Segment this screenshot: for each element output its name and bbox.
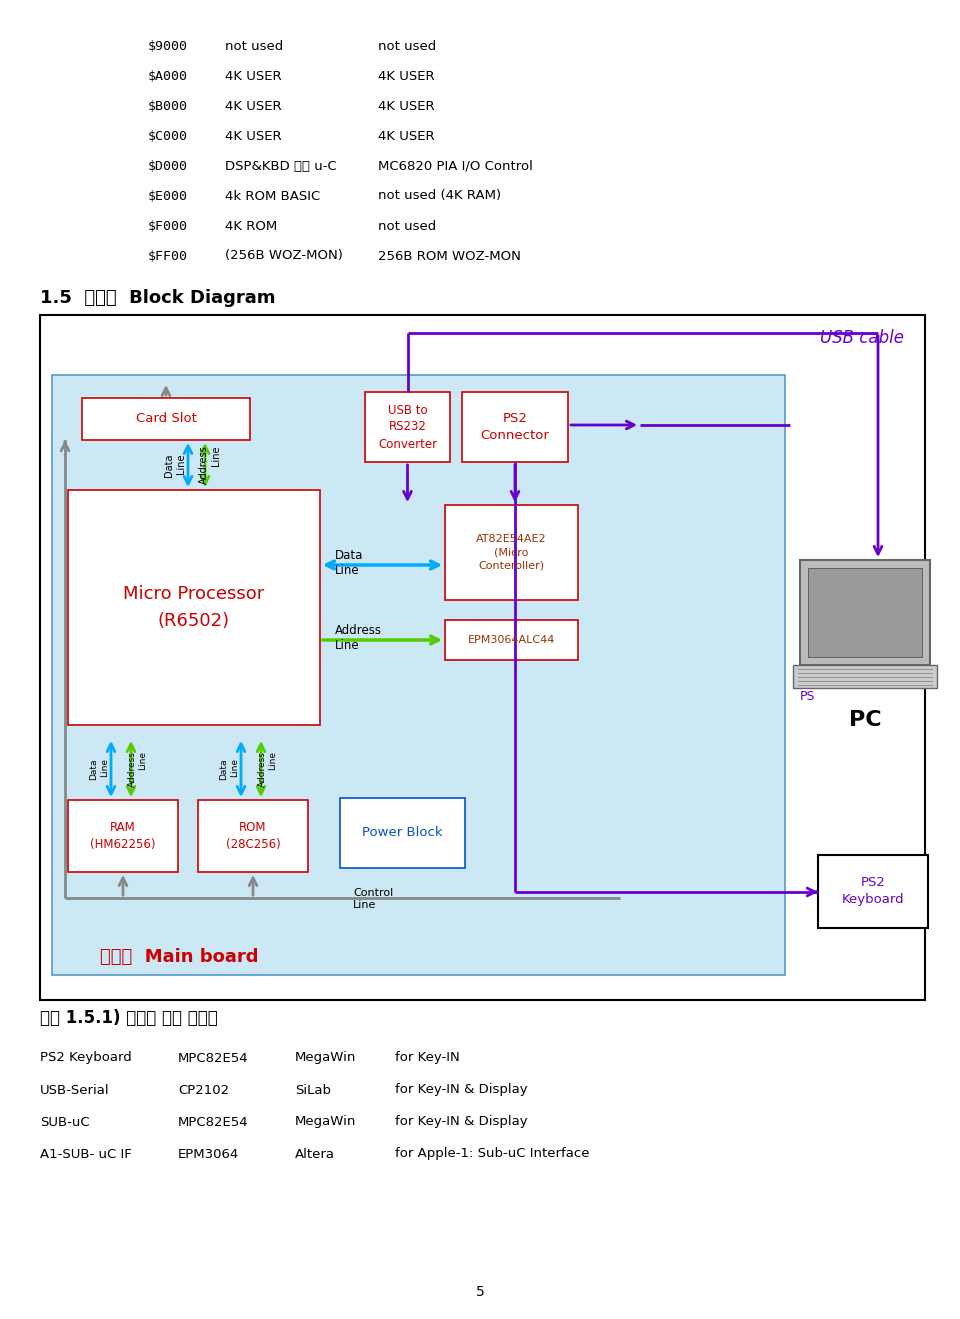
Text: USB-Serial: USB-Serial — [40, 1083, 109, 1096]
Text: not used: not used — [378, 40, 436, 53]
Text: 4K ROM: 4K ROM — [225, 219, 277, 232]
Text: Address
Line: Address Line — [200, 446, 221, 484]
FancyBboxPatch shape — [82, 398, 250, 441]
FancyBboxPatch shape — [793, 665, 937, 689]
Text: Address
Line: Address Line — [128, 751, 147, 787]
Text: A1-SUB- uC IF: A1-SUB- uC IF — [40, 1148, 132, 1161]
Text: Data
Line: Data Line — [335, 549, 364, 576]
FancyBboxPatch shape — [808, 568, 922, 657]
Text: Data
Line: Data Line — [164, 454, 186, 476]
Text: PS2
Keyboard: PS2 Keyboard — [842, 877, 904, 906]
Text: for Apple-1: Sub-uC Interface: for Apple-1: Sub-uC Interface — [395, 1148, 589, 1161]
Text: 4K USER: 4K USER — [378, 70, 435, 83]
Text: MC6820 PIA I/O Control: MC6820 PIA I/O Control — [378, 160, 533, 173]
FancyBboxPatch shape — [800, 561, 930, 665]
FancyBboxPatch shape — [340, 798, 465, 868]
Text: 4K USER: 4K USER — [378, 129, 435, 142]
Text: MegaWin: MegaWin — [295, 1051, 356, 1064]
Text: 그림 1.5.1) 애플원 보드 블록도: 그림 1.5.1) 애플원 보드 블록도 — [40, 1009, 218, 1028]
Text: 4k ROM BASIC: 4k ROM BASIC — [225, 190, 321, 203]
Text: not used (4K RAM): not used (4K RAM) — [378, 190, 501, 203]
Text: $C000: $C000 — [148, 129, 188, 142]
Text: Power Block: Power Block — [362, 827, 443, 839]
Text: not used: not used — [225, 40, 283, 53]
Text: $A000: $A000 — [148, 70, 188, 83]
Text: $9000: $9000 — [148, 40, 188, 53]
Text: MegaWin: MegaWin — [295, 1116, 356, 1129]
Text: Address
Line: Address Line — [335, 624, 382, 652]
Text: Micro Processor
(R6502): Micro Processor (R6502) — [124, 586, 265, 629]
Text: Address
Line: Address Line — [257, 751, 277, 787]
Text: PS2 Keyboard: PS2 Keyboard — [40, 1051, 132, 1064]
FancyBboxPatch shape — [68, 801, 178, 872]
Text: for Key-IN: for Key-IN — [395, 1051, 460, 1064]
FancyBboxPatch shape — [52, 375, 785, 975]
Text: 1.5  애플원  Block Diagram: 1.5 애플원 Block Diagram — [40, 289, 276, 307]
Text: MPC82E54: MPC82E54 — [178, 1116, 249, 1129]
Text: for Key-IN & Display: for Key-IN & Display — [395, 1116, 528, 1129]
FancyBboxPatch shape — [365, 392, 450, 462]
Text: SiLab: SiLab — [295, 1083, 331, 1096]
Text: Data
Line: Data Line — [220, 758, 239, 780]
Text: PS2
Connector: PS2 Connector — [481, 412, 549, 442]
Text: ROM
(28C256): ROM (28C256) — [226, 820, 280, 851]
Text: 256B ROM WOZ-MON: 256B ROM WOZ-MON — [378, 249, 521, 262]
Text: Card Slot: Card Slot — [135, 413, 197, 426]
Text: EPM3064: EPM3064 — [178, 1148, 239, 1161]
Text: $B000: $B000 — [148, 99, 188, 112]
FancyBboxPatch shape — [445, 620, 578, 660]
Text: SUB-uC: SUB-uC — [40, 1116, 89, 1129]
Text: RAM
(HM62256): RAM (HM62256) — [90, 820, 156, 851]
Text: PC: PC — [849, 710, 881, 729]
FancyBboxPatch shape — [462, 392, 568, 462]
Text: 4K USER: 4K USER — [225, 70, 281, 83]
Text: AT82E54AE2
(Micro
Conteroller): AT82E54AE2 (Micro Conteroller) — [476, 534, 547, 571]
FancyBboxPatch shape — [818, 855, 928, 929]
Text: Altera: Altera — [295, 1148, 335, 1161]
Text: USB cable: USB cable — [820, 328, 904, 347]
Text: 5: 5 — [475, 1285, 485, 1299]
Text: MPC82E54: MPC82E54 — [178, 1051, 249, 1064]
Text: Control
Line: Control Line — [353, 888, 394, 910]
Text: 4K USER: 4K USER — [225, 129, 281, 142]
Text: 애플원  Main board: 애플원 Main board — [100, 948, 258, 966]
FancyBboxPatch shape — [40, 315, 925, 1000]
Text: USB to
RS232
Converter: USB to RS232 Converter — [378, 404, 437, 451]
FancyBboxPatch shape — [68, 489, 320, 725]
Text: CP2102: CP2102 — [178, 1083, 229, 1096]
Text: EPM3064ALC44: EPM3064ALC44 — [468, 634, 555, 645]
FancyBboxPatch shape — [445, 505, 578, 600]
Text: for Key-IN & Display: for Key-IN & Display — [395, 1083, 528, 1096]
Text: $E000: $E000 — [148, 190, 188, 203]
Text: $F000: $F000 — [148, 219, 188, 232]
FancyBboxPatch shape — [198, 801, 308, 872]
Text: $D000: $D000 — [148, 160, 188, 173]
Text: not used: not used — [378, 219, 436, 232]
Text: $FF00: $FF00 — [148, 249, 188, 262]
Text: PS: PS — [800, 690, 815, 703]
Text: (256B WOZ-MON): (256B WOZ-MON) — [225, 249, 343, 262]
Text: DSP&KBD 보조 u-C: DSP&KBD 보조 u-C — [225, 160, 337, 173]
Text: 4K USER: 4K USER — [378, 99, 435, 112]
Text: 4K USER: 4K USER — [225, 99, 281, 112]
Text: Data
Line: Data Line — [89, 758, 109, 780]
